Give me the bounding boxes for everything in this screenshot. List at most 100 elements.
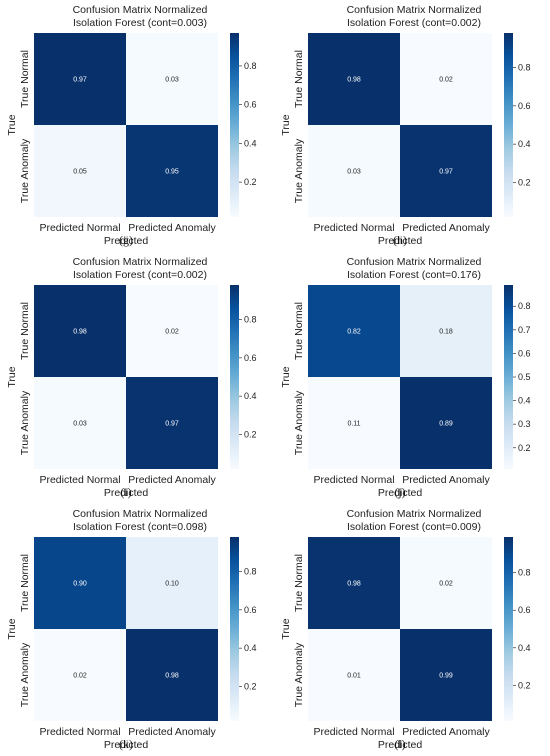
subfigure-label: (g) [119,233,133,247]
colorbar-tick-label: 0.7 [518,325,531,335]
colorbar-tick-label: 0.2 [244,430,257,440]
x-tick-label: Predicted Normal [39,474,120,486]
chart-title-line1: Confusion Matrix Normalized [73,508,208,520]
cell-value: 0.82 [347,329,361,336]
x-tick-label: Predicted Anomaly [402,726,490,738]
heatmap-cell [34,285,126,377]
colorbar-tick-label: 0.6 [518,605,531,615]
cell-value: 0.02 [165,329,179,336]
x-tick-label: Predicted Anomaly [128,222,216,234]
cell-value: 0.03 [347,169,361,176]
heatmap-cell [34,33,126,125]
x-tick-label: Predicted Normal [39,726,120,738]
chart-title-line1: Confusion Matrix Normalized [347,256,482,268]
cell-value: 0.98 [165,673,179,680]
colorbar [504,285,513,469]
chart-title-line2: Isolation Forest (cont=0.098) [73,521,207,533]
y-tick-label: True Anomaly [19,642,31,707]
cell-value: 0.95 [165,169,179,176]
x-tick-label: Predicted Normal [313,222,394,234]
y-tick-label: True Normal [19,302,31,360]
colorbar-tick-label: 0.3 [518,419,531,429]
colorbar-tick-label: 0.6 [518,101,531,111]
y-axis-title: True [280,366,292,387]
colorbar-tick-label: 0.6 [244,605,257,615]
chart-title-line1: Confusion Matrix Normalized [347,508,482,520]
chart-title-line2: Isolation Forest (cont=0.176) [347,269,481,281]
colorbar [230,285,239,469]
x-tick-label: Predicted Normal [313,474,394,486]
heatmap-cell [400,125,492,217]
heatmap-cell [308,537,400,629]
heatmap-cell [400,537,492,629]
heatmap-cell [308,125,400,217]
subfigure-label: (l) [394,737,405,751]
y-tick-label: True Anomaly [293,138,305,203]
heatmap-cell [400,285,492,377]
cell-value: 0.90 [73,581,87,588]
heatmap-cell [400,33,492,125]
colorbar-tick-label: 0.6 [244,100,257,110]
heatmap-cell [126,125,218,217]
chart-title-line2: Isolation Forest (cont=0.002) [73,269,207,281]
colorbar-tick-label: 0.8 [518,301,531,311]
x-tick-label: Predicted Anomaly [128,726,216,738]
subfigure-label: (j) [394,485,405,499]
colorbar [504,537,513,721]
x-tick-label: Predicted Anomaly [402,474,490,486]
cell-value: 0.97 [165,421,179,428]
subfigure-label: (k) [119,737,133,751]
colorbar-tick-label: 0.6 [518,348,531,358]
x-tick-label: Predicted Normal [313,726,394,738]
heatmap-cell [126,285,218,377]
cell-value: 0.98 [347,581,361,588]
cell-value: 0.03 [73,421,87,428]
heatmap-cell [126,33,218,125]
y-tick-label: True Normal [293,554,305,612]
chart-title-line1: Confusion Matrix Normalized [347,4,482,16]
colorbar-tick-label: 0.4 [244,138,257,148]
x-axis-title: Predicted [378,739,423,751]
heatmap-cell [126,629,218,721]
colorbar-tick-label: 0.5 [518,372,531,382]
cell-value: 0.99 [439,673,453,680]
y-tick-label: True Anomaly [293,642,305,707]
cell-value: 0.18 [439,329,453,336]
cell-value: 0.01 [347,673,361,680]
heatmap-cell [126,537,218,629]
heatmap-cell [34,629,126,721]
cell-value: 0.02 [73,673,87,680]
colorbar-tick-label: 0.4 [518,643,531,653]
y-tick-label: True Normal [19,50,31,108]
chart-title-line1: Confusion Matrix Normalized [73,4,208,16]
colorbar-tick-label: 0.6 [244,353,257,363]
y-axis-title: True [6,618,18,639]
x-axis-title: Predicted [378,235,423,247]
colorbar [230,33,239,217]
heatmap-cell [308,33,400,125]
cell-value: 0.89 [439,421,453,428]
colorbar-tick-label: 0.2 [244,177,257,187]
y-tick-label: True Anomaly [19,138,31,203]
colorbar-tick-label: 0.4 [518,396,531,406]
colorbar-tick-label: 0.4 [244,643,257,653]
x-axis-title: Predicted [378,487,423,499]
y-axis-title: True [280,618,292,639]
cell-value: 0.11 [347,421,360,428]
colorbar-tick-label: 0.2 [518,680,531,690]
heatmap-cell [34,125,126,217]
y-tick-label: True Normal [19,554,31,612]
cell-value: 0.98 [347,77,361,84]
cell-value: 0.10 [165,581,179,588]
x-tick-label: Predicted Anomaly [402,222,490,234]
heatmap-cell [308,285,400,377]
heatmap-cell [400,377,492,469]
y-axis-title: True [6,114,18,135]
